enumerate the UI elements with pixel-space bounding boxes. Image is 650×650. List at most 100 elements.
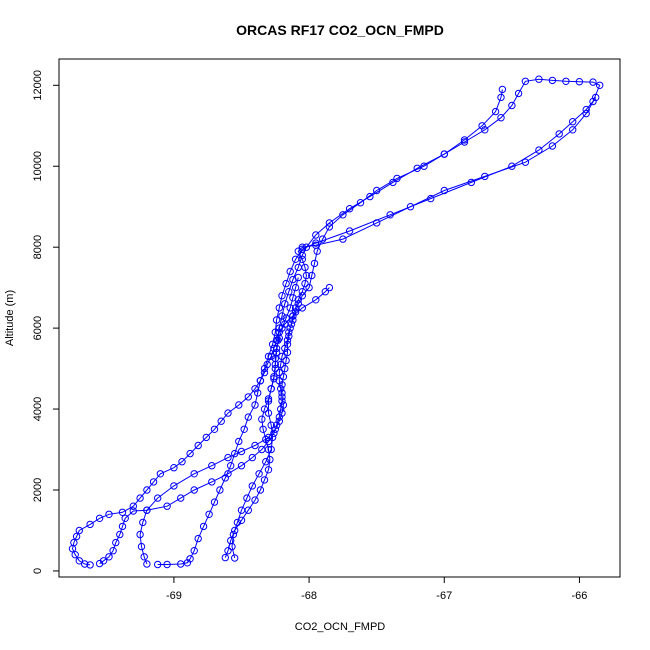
data-point <box>243 494 251 502</box>
data-point <box>139 518 147 527</box>
x-axis: -69 -68 -67 -66 <box>166 577 587 602</box>
data-point <box>282 279 290 288</box>
data-point <box>282 314 290 322</box>
data-point <box>289 294 297 302</box>
data-point <box>271 354 279 363</box>
data-point <box>86 520 94 529</box>
data-point <box>237 462 246 470</box>
data-point <box>277 360 285 369</box>
data-point <box>514 89 523 98</box>
plot-frame <box>58 58 621 578</box>
data-point <box>272 316 281 324</box>
data-point <box>287 320 296 328</box>
data-point <box>248 453 257 462</box>
data-point <box>260 405 269 413</box>
data-point <box>298 251 306 260</box>
data-point <box>143 506 151 514</box>
data-point <box>318 235 327 243</box>
data-point <box>251 496 259 504</box>
data-point <box>81 560 89 568</box>
data-point <box>244 413 253 421</box>
data-point <box>260 364 269 373</box>
data-point <box>270 429 278 437</box>
data-point <box>262 435 270 444</box>
data-point <box>294 247 302 255</box>
data-point <box>278 352 286 361</box>
data-point <box>312 231 320 239</box>
data-point <box>279 373 288 381</box>
data-point <box>413 164 421 173</box>
data-point <box>75 557 84 565</box>
data-point <box>149 478 158 486</box>
data-point <box>190 486 198 494</box>
data-point <box>105 553 113 561</box>
data-point <box>105 510 113 518</box>
data-point <box>592 93 600 102</box>
data-point <box>129 502 138 510</box>
data-point <box>275 304 283 312</box>
data-point <box>286 304 294 312</box>
data-point <box>262 458 270 466</box>
data-point <box>356 199 365 207</box>
data-point <box>267 385 275 393</box>
data-point <box>312 239 320 247</box>
data-point <box>129 507 138 515</box>
data-point <box>256 486 265 494</box>
data-point <box>521 77 530 86</box>
data-point <box>589 78 597 86</box>
data-point <box>497 93 505 102</box>
data-point <box>170 482 178 490</box>
data-point <box>278 409 286 417</box>
data-point <box>275 368 283 377</box>
data-point <box>325 283 334 292</box>
data-point <box>118 522 127 531</box>
data-point <box>305 283 313 292</box>
data-point <box>194 534 202 543</box>
data-point <box>294 273 302 282</box>
data-point <box>208 462 216 470</box>
data-point <box>535 146 543 154</box>
data-point <box>270 375 278 383</box>
data-point <box>86 561 94 569</box>
data-point <box>440 186 448 195</box>
data-point <box>277 385 285 393</box>
data-point <box>548 76 557 85</box>
data-point <box>267 421 275 429</box>
data-point <box>497 114 505 122</box>
data-point <box>258 415 266 423</box>
series-line <box>231 89 503 559</box>
data-point <box>221 553 230 562</box>
data-point <box>177 560 185 568</box>
data-point <box>217 417 225 425</box>
data-point <box>569 126 577 134</box>
data-point <box>210 498 219 506</box>
data-point <box>548 142 557 150</box>
data-point <box>72 532 81 541</box>
data-point <box>202 433 211 442</box>
data-point <box>285 328 293 336</box>
data-point <box>308 271 316 280</box>
data-point <box>298 243 306 251</box>
data-point <box>231 554 239 562</box>
data-point <box>278 312 286 320</box>
data-point <box>190 547 198 555</box>
data-point <box>170 464 178 472</box>
data-point <box>227 536 235 545</box>
data-point <box>286 324 294 332</box>
data-point <box>183 559 192 567</box>
data-point <box>535 75 543 83</box>
data-point <box>278 393 286 401</box>
data-point <box>491 107 500 116</box>
data-point <box>281 300 289 308</box>
data-point <box>460 136 469 144</box>
data-point <box>224 547 232 555</box>
data-point <box>406 203 415 211</box>
y-tick-label: 10000 <box>32 151 44 182</box>
data-point <box>71 551 79 559</box>
data-point <box>227 462 235 470</box>
data-point <box>389 178 397 187</box>
data-point <box>278 292 286 300</box>
data-point <box>154 560 162 569</box>
data-point <box>286 267 294 276</box>
data-point <box>264 466 273 474</box>
